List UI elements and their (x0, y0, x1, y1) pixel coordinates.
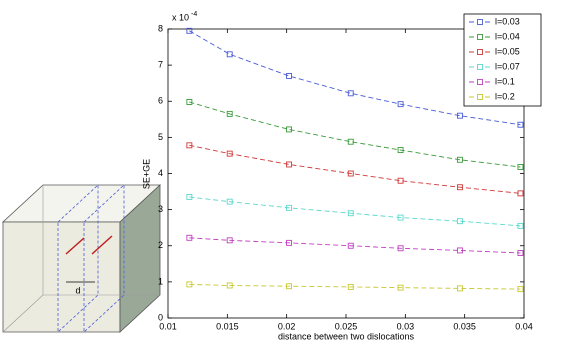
slip-plane (83, 184, 125, 333)
x-tick-label: 0.01 (159, 321, 177, 331)
data-point (286, 283, 292, 290)
x-axis-label: distance between two dislocations (278, 331, 415, 341)
data-point (456, 218, 463, 225)
data-point (397, 101, 404, 108)
data-point (186, 27, 193, 34)
dislocation-arrow (65, 237, 85, 255)
data-point (517, 190, 524, 197)
series-line (189, 283, 521, 290)
y-axis-label: SE+GE (141, 159, 151, 189)
dislocation-arrow (91, 235, 113, 255)
data-point (517, 164, 524, 170)
legend-marker (477, 49, 483, 55)
data-point (226, 150, 233, 157)
legend-label: l=0.07 (495, 61, 520, 71)
legend-label: l=0.03 (495, 16, 520, 26)
slip-plane (57, 184, 99, 333)
cube-edge (2, 294, 44, 333)
legend-marker (477, 34, 483, 40)
data-point (347, 283, 354, 290)
data-point (286, 73, 292, 79)
data-point (517, 250, 524, 256)
distance-label: d (75, 285, 80, 295)
data-point (347, 242, 354, 249)
x-tick-label: 0.015 (216, 321, 239, 331)
series-line (189, 101, 521, 168)
data-point (286, 161, 292, 168)
data-point (186, 234, 193, 241)
legend-box (463, 13, 542, 107)
series-line (189, 237, 521, 254)
data-point (226, 110, 233, 117)
y-tick-label: 8 (158, 23, 163, 33)
legend-label: l=0.05 (495, 46, 520, 56)
x-tick-label: 0.02 (278, 321, 296, 331)
x-tick-label: 0.04 (515, 321, 533, 331)
data-point (226, 51, 233, 58)
data-point (397, 284, 404, 291)
y-tick-label: 6 (158, 96, 163, 106)
legend-label: l=0.2 (495, 91, 515, 101)
x-tick-label: 0.025 (335, 321, 358, 331)
data-point (347, 90, 354, 97)
cube-diagram: d (1, 184, 162, 333)
data-point (347, 210, 354, 217)
y-tick-label: 5 (158, 132, 163, 142)
data-point (286, 126, 292, 133)
y-scale-exponent: -4 (191, 11, 197, 18)
legend-marker (477, 19, 483, 25)
data-point (286, 204, 292, 211)
y-tick-label: 4 (158, 168, 163, 178)
y-tick-label: 1 (158, 276, 163, 286)
data-point (226, 237, 233, 244)
data-point (456, 247, 463, 254)
data-point (456, 184, 463, 191)
data-point (456, 285, 463, 292)
data-point (186, 281, 193, 288)
data-point (517, 286, 524, 293)
legend-label: l=0.1 (495, 76, 515, 86)
legend-marker (477, 64, 483, 70)
data-point (186, 194, 193, 200)
data-point (397, 177, 404, 184)
x-tick-label: 0.03 (397, 321, 415, 331)
data-point (347, 170, 354, 177)
y-scale-base: x 10 (172, 12, 189, 22)
y-tick-label: 3 (158, 204, 163, 214)
data-point (456, 112, 463, 119)
series-line (189, 144, 521, 194)
data-point (186, 99, 193, 105)
legend-marker (477, 94, 483, 100)
data-point (517, 121, 524, 128)
data-point (347, 138, 354, 145)
data-point (456, 156, 463, 163)
legend-marker (477, 79, 483, 85)
data-point (226, 198, 233, 205)
data-point (517, 222, 524, 229)
data-point (397, 245, 404, 252)
y-tick-label: 2 (158, 240, 163, 250)
legend-label: l=0.04 (495, 31, 520, 41)
data-point (286, 239, 292, 246)
data-point (397, 214, 404, 221)
data-point (226, 282, 233, 289)
data-point (186, 142, 193, 149)
y-tick-label: 7 (158, 60, 163, 70)
data-point (397, 147, 404, 153)
series-line (189, 196, 521, 227)
y-tick-label: 0 (158, 312, 163, 322)
x-tick-label: 0.035 (453, 321, 476, 331)
